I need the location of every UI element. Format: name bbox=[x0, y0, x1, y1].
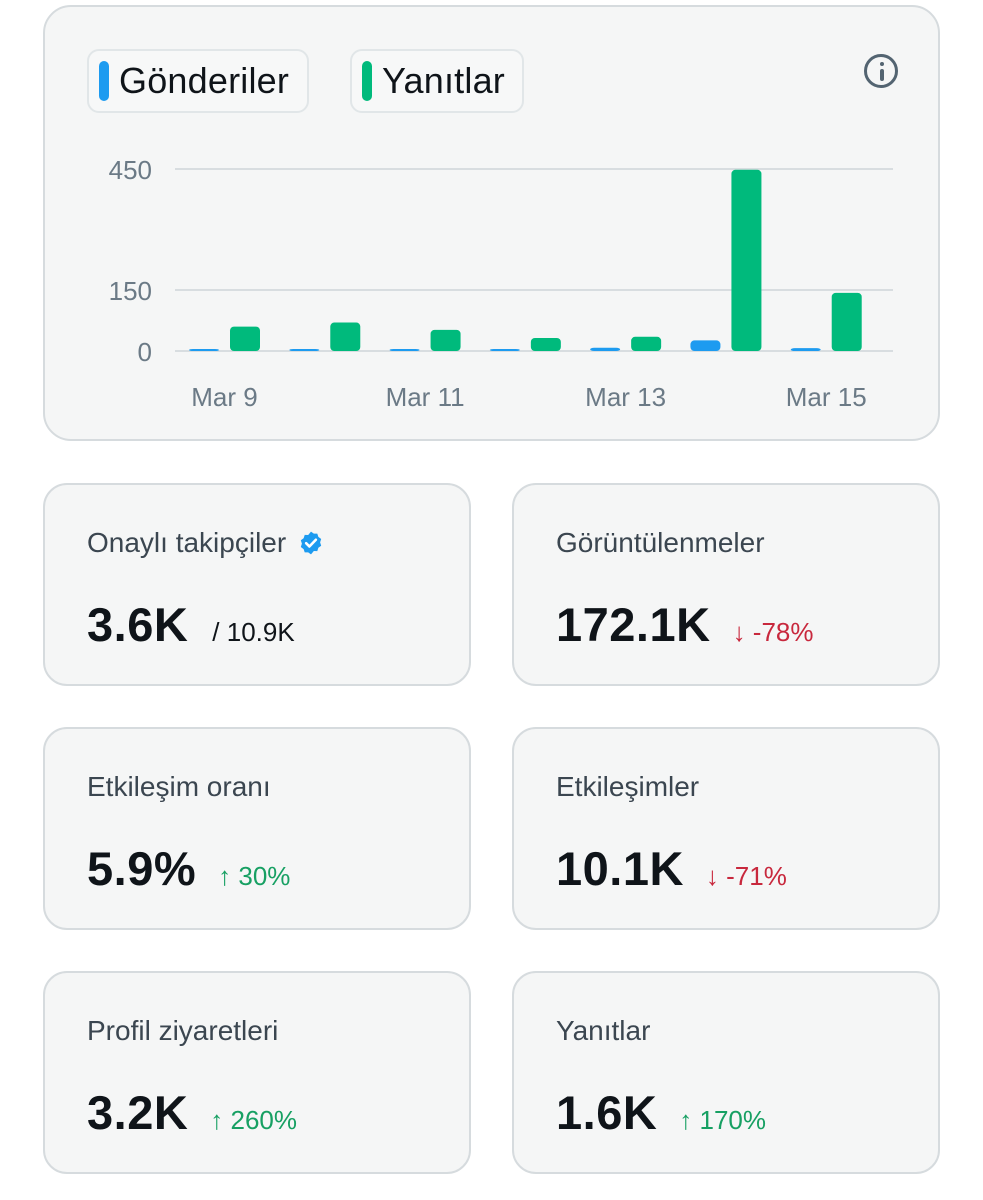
stat-card-verified-followers[interactable]: Onaylı takipçiler 3.6K / 10.9K bbox=[43, 483, 471, 686]
x-tick-label-3: Mar 11 bbox=[386, 382, 465, 412]
bar-chart: 0 150 450 Mar 9 Mar 11 Mar 13 Mar 15 bbox=[109, 155, 893, 412]
bar-posts-3 bbox=[389, 349, 420, 351]
stat-card-profile-visits[interactable]: Profil ziyaretleri 3.2K ↑ 260% bbox=[43, 971, 471, 1174]
stat-card-impressions[interactable]: Görüntülenmeler 172.1K ↓ -78% bbox=[512, 483, 940, 686]
x-tick-label-1: Mar 9 bbox=[191, 382, 257, 412]
stat-total-followers: / 10.9K bbox=[212, 617, 295, 647]
stat-card-engagement-rate[interactable]: Etkileşim oranı 5.9% ↑ 30% bbox=[43, 727, 471, 930]
legend-posts-chip[interactable]: Gönderiler bbox=[87, 49, 309, 113]
bar-posts-4 bbox=[489, 349, 520, 351]
stat-value-impressions: 172.1K bbox=[556, 598, 711, 651]
y-tick-label-450: 450 bbox=[109, 155, 152, 185]
info-icon[interactable] bbox=[864, 54, 898, 88]
stat-label-engagement-rate: Etkileşim oranı bbox=[87, 771, 271, 802]
y-tick-label-0: 0 bbox=[138, 337, 152, 367]
stat-change-impressions: ↓ -78% bbox=[732, 617, 814, 647]
stat-label-verified-followers: Onaylı takipçiler bbox=[87, 527, 287, 558]
bar-posts-5 bbox=[590, 347, 621, 351]
stat-label-engagements: Etkileşimler bbox=[556, 771, 700, 802]
stat-label-profile-visits: Profil ziyaretleri bbox=[87, 1015, 279, 1046]
legend-replies-label: Yanıtlar bbox=[382, 60, 505, 101]
bar-replies-1 bbox=[230, 326, 260, 351]
bar-posts-1 bbox=[189, 349, 219, 351]
stat-value-replies: 1.6K bbox=[556, 1086, 658, 1139]
bar-posts-7 bbox=[790, 348, 821, 351]
bar-posts-6 bbox=[690, 340, 721, 351]
stat-label-impressions: Görüntülenmeler bbox=[556, 527, 765, 558]
stat-change-replies: ↑ 170% bbox=[679, 1105, 767, 1135]
stat-value-engagements: 10.1K bbox=[556, 842, 684, 895]
x-tick-label-5: Mar 13 bbox=[585, 382, 666, 412]
verified-badge-icon bbox=[301, 531, 322, 555]
bar-posts-2 bbox=[289, 349, 320, 351]
legend-replies-chip[interactable]: Yanıtlar bbox=[350, 49, 524, 113]
stat-value-profile-visits: 3.2K bbox=[87, 1086, 189, 1139]
y-tick-label-150: 150 bbox=[109, 276, 152, 306]
stat-change-profile-visits: ↑ 260% bbox=[210, 1105, 298, 1135]
bar-replies-4 bbox=[530, 337, 561, 351]
stat-value-engagement-rate: 5.9% bbox=[87, 842, 197, 895]
stat-value-verified-followers: 3.6K bbox=[87, 598, 189, 651]
stat-card-replies[interactable]: Yanıtlar 1.6K ↑ 170% bbox=[512, 971, 940, 1174]
activity-chart-card: Gönderiler Yanıtlar 0 150 450 Mar 9 Mar 11 Ma… bbox=[43, 5, 940, 441]
legend-replies-swatch bbox=[362, 61, 372, 101]
bar-replies-6 bbox=[731, 169, 762, 351]
stat-card-engagements[interactable]: Etkileşimler 10.1K ↓ -71% bbox=[512, 727, 940, 930]
stat-label-replies: Yanıtlar bbox=[556, 1015, 651, 1046]
bar-replies-5 bbox=[631, 336, 662, 351]
stat-change-engagements: ↓ -71% bbox=[705, 861, 787, 891]
bar-replies-7 bbox=[831, 292, 862, 351]
legend-posts-swatch bbox=[99, 61, 109, 101]
bar-replies-2 bbox=[330, 322, 361, 351]
stat-change-engagement-rate: ↑ 30% bbox=[218, 861, 291, 891]
bar-replies-3 bbox=[430, 329, 461, 351]
legend-posts-label: Gönderiler bbox=[119, 60, 290, 101]
x-tick-label-7: Mar 15 bbox=[786, 382, 867, 412]
